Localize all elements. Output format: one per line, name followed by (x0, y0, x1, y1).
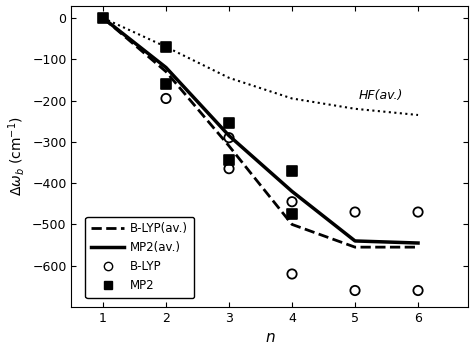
Point (225, 135, 233, 140)
Point (225, 166, 233, 172)
Point (99, 15, 107, 21)
Point (288, 271, 296, 277)
Point (162, 96, 170, 101)
Point (162, 81, 170, 87)
Point (414, 288, 422, 293)
Point (225, 120, 233, 126)
Point (288, 211, 296, 217)
Point (288, 168, 296, 173)
X-axis label: $n$: $n$ (264, 330, 275, 345)
Point (162, 44, 170, 49)
Legend: B-LYP(av.), MP2(av.), B-LYP, MP2: B-LYP(av.), MP2(av.), B-LYP, MP2 (85, 217, 194, 298)
Point (414, 209, 422, 215)
Y-axis label: $\Delta\omega_b\ (\mathrm{cm}^{-1})$: $\Delta\omega_b\ (\mathrm{cm}^{-1})$ (6, 117, 27, 196)
Point (225, 158, 233, 163)
Point (288, 199, 296, 205)
Point (351, 288, 359, 293)
Point (351, 209, 359, 215)
Text: HF(av.): HF(av.) (358, 89, 402, 102)
